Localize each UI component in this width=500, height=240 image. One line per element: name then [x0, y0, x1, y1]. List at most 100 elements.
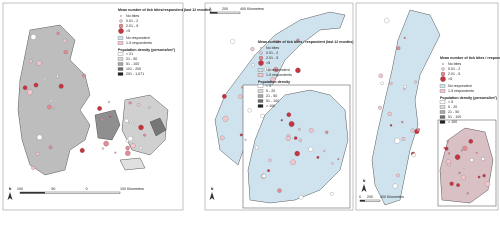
district-dot: [237, 94, 243, 99]
district-dot: [101, 147, 105, 150]
scale-label: 100: [17, 187, 23, 191]
bites-label: 0.01 - 2: [448, 67, 460, 71]
district-dot: [396, 173, 400, 178]
district-dot: [125, 150, 131, 156]
density-label: > 100: [266, 104, 275, 108]
district-dot: [52, 107, 56, 110]
district-dot: [103, 140, 109, 147]
district-dot: [378, 73, 383, 78]
district-dot: [268, 158, 272, 162]
bites-legend-title: Mean number of tick bites / respondent (…: [440, 56, 500, 60]
density-label: < 5: [448, 100, 453, 104]
density-swatch: [257, 84, 264, 88]
respondent-swatch: [117, 41, 124, 45]
district-dot: [30, 34, 37, 40]
north-arrow: [361, 184, 367, 192]
bites-label: >5: [448, 77, 452, 81]
district-dot: [148, 106, 151, 109]
district-dot: [264, 66, 270, 73]
district-dot: [337, 158, 340, 161]
district-dot: [389, 124, 393, 127]
district-dot: [127, 136, 133, 142]
district-dot: [456, 183, 460, 187]
district-dot: [220, 135, 225, 141]
scale-bar-fill: [20, 192, 45, 194]
bites-label: 0.01 - 2: [126, 19, 138, 23]
district-dot: [288, 121, 295, 127]
density-label: 21 - 50: [448, 110, 459, 114]
respondent-label: No respondent: [266, 68, 290, 72]
respondent-swatch: [439, 84, 446, 88]
density-label: < 5: [266, 84, 271, 88]
jutland: [17, 24, 91, 176]
bites-label: 2.01 - 5: [448, 72, 460, 76]
district-dot: [323, 149, 326, 153]
density-swatch: [439, 120, 446, 124]
respondent-label: No respondent: [126, 36, 150, 40]
district-dot: [33, 82, 39, 88]
district-dot: [62, 38, 67, 43]
respondent-label: 1-5 respondents: [126, 41, 152, 45]
district-dot: [130, 143, 136, 149]
district-dot: [285, 135, 291, 141]
district-dot: [247, 108, 252, 113]
norway-map: [214, 11, 351, 209]
scale-label: 100 Kilometers: [120, 187, 144, 191]
district-dot: [136, 102, 141, 107]
district-dot: [298, 138, 302, 142]
district-dot: [475, 151, 478, 154]
district-dot: [387, 111, 392, 117]
scale-label: 200: [222, 7, 228, 11]
district-dot: [396, 46, 401, 51]
district-dot: [128, 101, 132, 105]
district-dot: [449, 181, 454, 186]
funen: [94, 109, 121, 141]
bites-symbol: [259, 51, 263, 55]
district-dot: [31, 166, 35, 170]
district-dot: [125, 145, 130, 151]
bites-symbol: [258, 55, 264, 61]
sweden-outline: [371, 9, 441, 206]
respondent-swatch: [439, 89, 446, 93]
copenhagen: [149, 117, 167, 137]
figure: Mean number of tick bites/respondent (la…: [2, 2, 500, 211]
district-dot: [331, 162, 334, 165]
district-dot: [466, 192, 469, 195]
district-dot: [134, 123, 138, 126]
district-dot: [293, 136, 298, 140]
bites-label: 0.01 - 2: [266, 51, 278, 55]
district-dot: [286, 112, 292, 118]
district-dot: [244, 138, 247, 141]
district-dot: [63, 50, 68, 55]
scale-bar-fill: [210, 12, 218, 14]
district-dot: [308, 128, 314, 133]
district-dot: [79, 148, 85, 153]
north-arrow: [209, 192, 215, 200]
lolland: [119, 157, 146, 171]
district-dot: [294, 150, 300, 157]
district-dot: [251, 63, 255, 67]
district-dot: [330, 192, 334, 196]
bites-label: 2.01 - 5: [126, 24, 138, 28]
bites-symbol: [120, 15, 122, 17]
scale-label: 0: [359, 195, 361, 199]
district-dot: [454, 154, 461, 160]
bites-symbol: [440, 71, 446, 77]
density-label: 51 - 100: [126, 62, 139, 66]
density-legend-title: Population density (persons/km²): [118, 48, 176, 52]
district-dot: [58, 83, 64, 89]
bites-label: No bites: [448, 62, 461, 66]
district-dot: [260, 113, 265, 118]
district-dot: [48, 145, 53, 150]
density-label: > 100: [448, 120, 457, 124]
district-dot: [477, 175, 481, 179]
density-swatch: [439, 100, 446, 104]
district-dot: [389, 81, 393, 86]
district-dot: [97, 106, 102, 111]
bites-label: No bites: [266, 46, 279, 50]
density-swatch: [117, 67, 124, 71]
district-dot: [43, 77, 46, 81]
north-label: N: [9, 187, 12, 191]
district-dot: [481, 157, 485, 161]
district-dot: [277, 188, 282, 193]
